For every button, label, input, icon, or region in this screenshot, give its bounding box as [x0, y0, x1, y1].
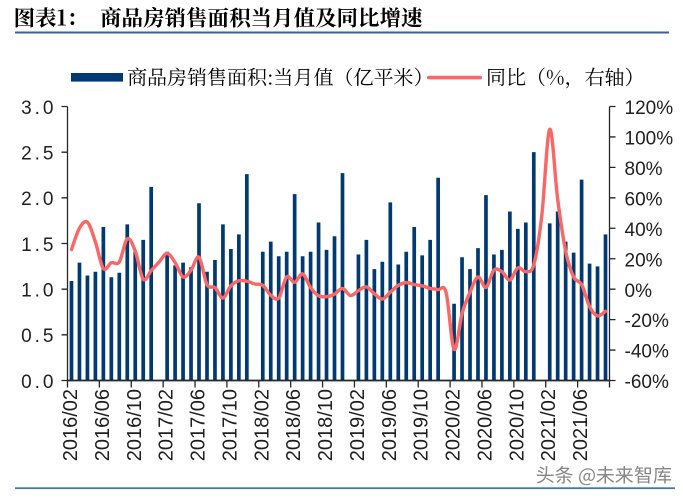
svg-text:2017/06: 2017/06	[188, 389, 210, 461]
svg-text:2016/02: 2016/02	[60, 389, 82, 461]
svg-text:1.5: 1.5	[21, 235, 56, 256]
svg-text:2016/10: 2016/10	[124, 389, 146, 461]
svg-text:2018/02: 2018/02	[251, 389, 273, 461]
svg-text:-40%: -40%	[625, 342, 669, 363]
svg-text:3.0: 3.0	[21, 98, 56, 119]
svg-text:图表1：商品房销售面积当月值及同比增速: 图表1： 商品房销售面积当月值及同比增速	[14, 2, 423, 33]
svg-text:2020/10: 2020/10	[506, 389, 528, 461]
svg-text:2.5: 2.5	[21, 144, 56, 165]
svg-text:120%: 120%	[625, 98, 674, 119]
svg-text:2018/06: 2018/06	[283, 389, 305, 461]
svg-text:2018/10: 2018/10	[315, 389, 337, 461]
svg-text:60%: 60%	[625, 189, 663, 210]
svg-text:-20%: -20%	[625, 311, 669, 332]
svg-text:头条 @未来智库: 头条 @未来智库	[536, 461, 672, 488]
svg-text:1.0: 1.0	[21, 281, 56, 302]
svg-text:2021/02: 2021/02	[538, 389, 560, 461]
svg-text:0.5: 0.5	[21, 326, 56, 347]
svg-text:2.0: 2.0	[21, 189, 56, 210]
svg-text:2019/06: 2019/06	[379, 389, 401, 461]
svg-text:100%: 100%	[625, 129, 674, 150]
svg-text:2017/02: 2017/02	[156, 389, 178, 461]
svg-text:20%: 20%	[625, 250, 663, 271]
svg-text:2019/02: 2019/02	[347, 389, 369, 461]
svg-text:2019/10: 2019/10	[411, 389, 433, 461]
svg-text:-60%: -60%	[625, 372, 669, 393]
svg-text:商品房销售面积:当月值（亿平米）: 商品房销售面积:当月值（亿平米）	[127, 62, 434, 91]
svg-text:40%: 40%	[625, 220, 663, 241]
svg-text:2020/02: 2020/02	[443, 389, 465, 461]
svg-text:同比（%，右轴）: 同比（%，右轴）	[486, 62, 644, 91]
svg-text:2017/10: 2017/10	[219, 389, 241, 461]
svg-text:2016/06: 2016/06	[92, 389, 114, 461]
svg-text:80%: 80%	[625, 159, 663, 180]
svg-text:0%: 0%	[625, 281, 653, 302]
svg-text:0.0: 0.0	[21, 372, 56, 393]
svg-text:2021/06: 2021/06	[570, 389, 592, 461]
svg-text:2020/06: 2020/06	[475, 389, 497, 461]
